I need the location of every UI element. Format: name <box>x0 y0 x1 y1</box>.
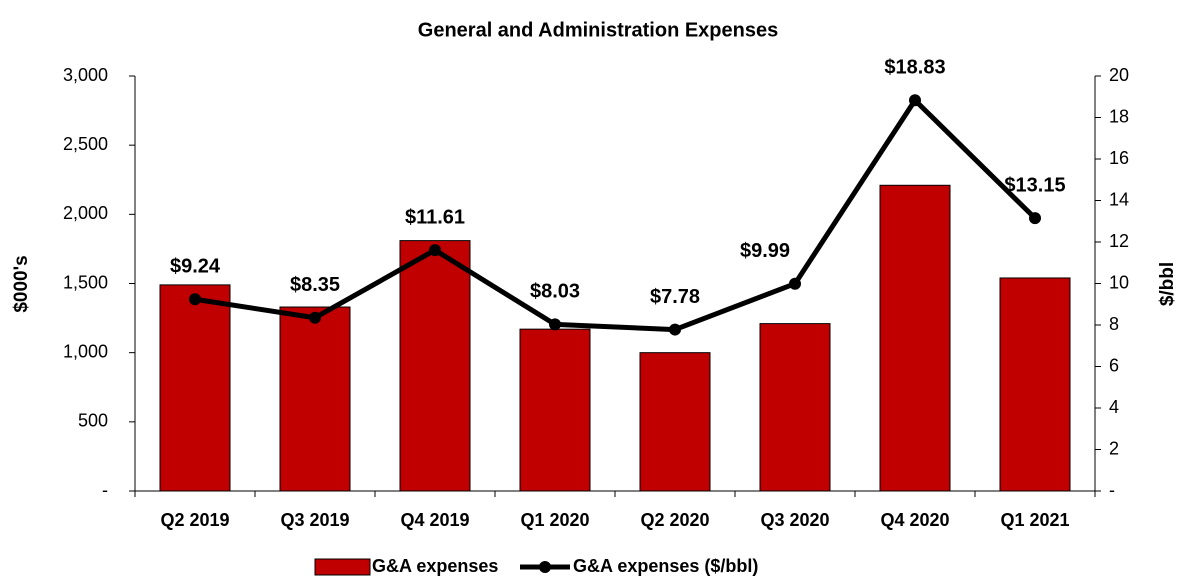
y-tick-label: 2,000 <box>63 203 108 223</box>
chart-title: General and Administration Expenses <box>418 19 778 41</box>
y2-tick-label: 10 <box>1109 272 1129 292</box>
legend-label: G&A expenses <box>372 556 498 576</box>
line-point <box>1029 212 1041 225</box>
x-tick-label: Q4 2019 <box>400 510 469 530</box>
line <box>194 97 1037 333</box>
y2-tick-label: 16 <box>1109 148 1129 168</box>
bar <box>879 184 951 492</box>
data-label: $11.61 <box>405 206 465 228</box>
y2-axis-label: $/bbl <box>1157 262 1178 306</box>
data-label: $8.03 <box>530 281 580 303</box>
x-tick-label: Q1 2021 <box>1000 510 1069 530</box>
line-point <box>669 323 681 336</box>
y2-tick-label: 8 <box>1109 314 1119 334</box>
y2-tick-label: 2 <box>1109 438 1119 458</box>
data-label: $18.83 <box>884 57 945 79</box>
bar <box>639 352 711 492</box>
y-tick-label: 2,500 <box>63 134 108 154</box>
data-label: $9.24 <box>170 256 221 278</box>
line-point <box>189 293 201 306</box>
y2-tick-label: - <box>1109 480 1115 500</box>
data-label: $8.35 <box>290 274 340 296</box>
legend-swatch <box>314 558 371 576</box>
data-label: $7.78 <box>650 286 700 308</box>
y2-tick-label: 6 <box>1109 355 1119 375</box>
y-tick-label: 3,000 <box>63 65 108 85</box>
data-label: $13.15 <box>1004 174 1065 196</box>
line-point <box>429 244 441 257</box>
x-tick-label: Q3 2019 <box>280 510 349 530</box>
line-point <box>309 311 321 324</box>
y-tick-label: 1,000 <box>63 341 108 361</box>
x-tick-label: Q3 2020 <box>760 510 829 530</box>
bar <box>999 277 1071 492</box>
x-tick-label: Q2 2020 <box>640 510 709 530</box>
y-axis-label: $000's <box>11 255 32 312</box>
data-label: $9.99 <box>740 240 790 262</box>
y2-tick-label: 20 <box>1109 65 1129 85</box>
bar <box>399 240 471 492</box>
legend-marker <box>539 561 551 573</box>
line-point <box>909 94 921 107</box>
x-tick-label: Q1 2020 <box>520 510 589 530</box>
bar <box>159 284 231 492</box>
y2-tick-label: 18 <box>1109 106 1129 126</box>
y-tick-label: - <box>102 480 108 500</box>
x-tick-label: Q2 2019 <box>160 510 229 530</box>
line-point <box>549 318 561 331</box>
x-tick-label: Q4 2020 <box>880 510 949 530</box>
line-point <box>789 277 801 290</box>
y2-tick-label: 4 <box>1109 397 1119 417</box>
bar <box>519 328 591 492</box>
bar <box>279 306 351 492</box>
y2-tick-label: 12 <box>1109 231 1129 251</box>
y2-tick-label: 14 <box>1109 189 1129 209</box>
legend-label: G&A expenses ($/bbl) <box>573 556 758 576</box>
bar <box>759 323 831 492</box>
y-tick-label: 500 <box>78 411 108 431</box>
y-tick-label: 1,500 <box>63 272 108 292</box>
